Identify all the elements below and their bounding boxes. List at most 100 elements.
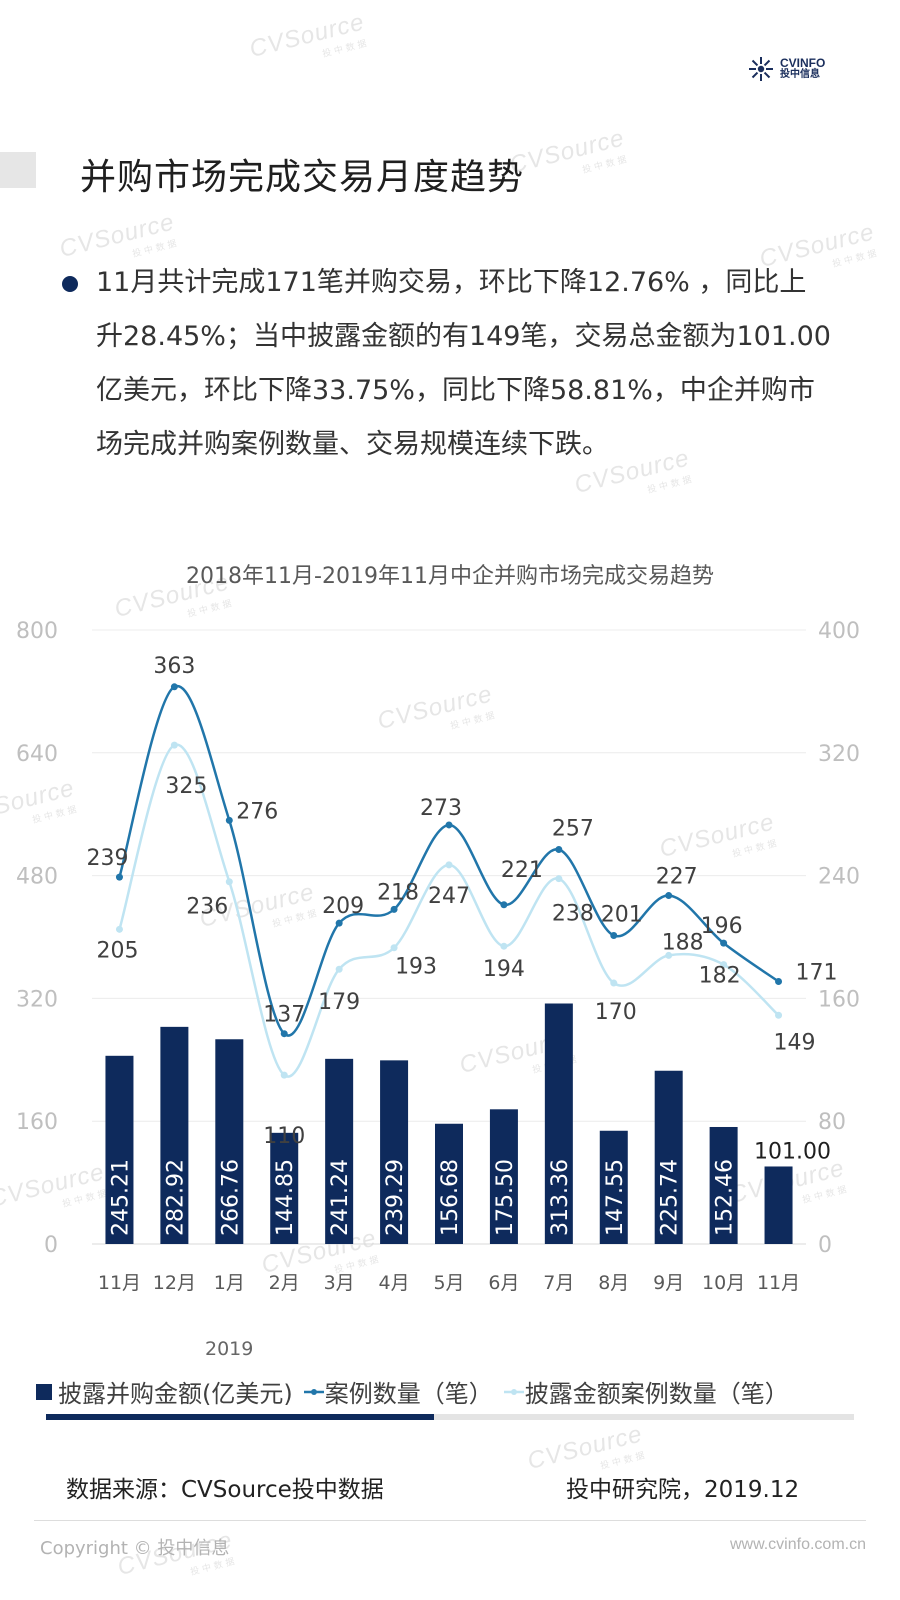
right-axis-tick-label: 400 (818, 619, 860, 644)
left-axis-tick-label: 160 (16, 1110, 58, 1135)
bar-data-label: 313.36 (548, 1159, 573, 1236)
line-point-disclosed-count (665, 951, 673, 959)
left-axis-tick-label: 640 (16, 742, 58, 767)
line-point-count (115, 873, 123, 881)
line-series-disclosed-count (118, 743, 780, 1078)
line-point-count (280, 1030, 288, 1038)
title-accent (0, 152, 36, 188)
legend: 披露并购金额(亿美元) 案例数量（笔） 披露金额案例数量（笔） (36, 1374, 799, 1409)
line-data-label-count: 273 (420, 796, 462, 821)
line-data-label-disclosed-count: 179 (318, 990, 360, 1015)
line-point-count (225, 816, 233, 824)
bar (489, 1109, 518, 1244)
bar (599, 1130, 628, 1244)
line-point-count (555, 846, 563, 854)
website-link[interactable]: www.cvinfo.com.cn (729, 1536, 866, 1553)
bar-data-label: 239.29 (383, 1159, 408, 1236)
line-data-label-count: 363 (153, 654, 195, 679)
line-data-label-count: 209 (322, 894, 364, 919)
page-title: 并购市场完成交易月度趋势 (80, 157, 525, 198)
x-axis-tick-label: 2月 (269, 1272, 300, 1294)
line-point-count (720, 939, 728, 947)
bar (380, 1060, 409, 1244)
bar (544, 1003, 573, 1244)
bar-data-label: 245.21 (108, 1159, 133, 1236)
line-data-label-disclosed-count: 194 (483, 957, 525, 982)
x-axis-tick-label: 4月 (379, 1272, 410, 1294)
bar (105, 1055, 134, 1244)
bar (764, 1166, 793, 1244)
line-point-disclosed-count (335, 965, 343, 973)
x-axis-tick-label: 8月 (598, 1272, 629, 1294)
bar (325, 1058, 354, 1244)
year-label: 2019 (205, 1338, 254, 1360)
line-point-count (500, 901, 508, 909)
line-point-disclosed-count (775, 1011, 783, 1019)
bullet-dot (62, 276, 78, 292)
bar (215, 1039, 244, 1244)
line-data-label-count: 218 (377, 880, 419, 905)
cvinfo-logo-icon (749, 57, 773, 81)
left-axis-tick-label: 320 (16, 987, 58, 1012)
data-source: 数据来源：CVSource投中数据 (66, 1477, 384, 1503)
line-data-label-count: 227 (656, 865, 698, 890)
x-axis-tick-label: 6月 (488, 1272, 519, 1294)
line-point-disclosed-count (720, 961, 728, 969)
line-point-disclosed-count (280, 1071, 288, 1079)
line-data-label-disclosed-count: 170 (595, 1000, 637, 1025)
line-point-disclosed-count (390, 944, 398, 952)
left-axis-tick-label: 480 (16, 865, 58, 890)
bar (654, 1070, 683, 1244)
x-axis-tick-label: 10月 (702, 1272, 745, 1294)
line-series-count (118, 684, 780, 1037)
logo-name: CVINFO (780, 56, 826, 70)
x-axis-tick-label: 5月 (433, 1272, 464, 1294)
line-data-label-disclosed-count: 325 (165, 774, 207, 799)
footer-divider (34, 1520, 866, 1521)
legend-label-disclosed-count: 披露金额案例数量（笔） (524, 1380, 789, 1408)
x-axis-tick-label: 3月 (324, 1272, 355, 1294)
bar-data-label: 282.92 (163, 1159, 188, 1236)
line-data-label-count: 196 (701, 914, 743, 939)
line-point-disclosed-count (610, 979, 618, 987)
bar (709, 1126, 738, 1244)
bar-data-label: 175.50 (493, 1159, 518, 1236)
line-data-label-disclosed-count: 182 (699, 964, 741, 989)
bar-data-label: 241.24 (328, 1159, 353, 1236)
legend-item-amount: 披露并购金额(亿美元) (36, 1374, 293, 1409)
bar (435, 1123, 463, 1244)
line-data-label-disclosed-count: 149 (774, 1030, 816, 1055)
bar-data-label: 144.85 (273, 1159, 298, 1236)
left-axis-tick-label: 800 (16, 619, 58, 644)
line-point-disclosed-count (445, 861, 453, 869)
legend-item-count: 案例数量（笔） (303, 1374, 493, 1409)
line-point-disclosed-count (115, 925, 123, 933)
line-data-label-disclosed-count: 193 (395, 955, 437, 980)
line-point-count (170, 683, 178, 691)
line-point-disclosed-count (555, 875, 563, 883)
progress-fill (46, 1414, 434, 1420)
bar-data-label: 152.46 (713, 1159, 738, 1236)
x-axis-tick-label: 11月 (757, 1272, 800, 1294)
legend-label-amount: 披露并购金额(亿美元) (58, 1380, 293, 1408)
bar-data-label: 156.68 (438, 1159, 463, 1236)
bar-data-label: 225.74 (658, 1159, 683, 1236)
left-axis-tick-label: 0 (44, 1233, 58, 1258)
progress-bar (46, 1414, 854, 1420)
legend-line-swatch-dark (303, 1388, 324, 1395)
line-data-label-disclosed-count: 188 (662, 930, 704, 955)
legend-bar-swatch (36, 1383, 52, 1400)
line-point-disclosed-count (170, 741, 178, 749)
legend-line-swatch-light (503, 1388, 524, 1395)
publisher-date: 投中研究院，2019.12 (566, 1477, 800, 1503)
right-axis-tick-label: 320 (818, 742, 860, 767)
legend-label-count: 案例数量（笔） (324, 1380, 493, 1408)
line-point-disclosed-count (225, 878, 233, 886)
bar (160, 1026, 189, 1244)
line-point-count (610, 931, 618, 939)
line-data-label-disclosed-count: 110 (263, 1124, 305, 1149)
x-axis-tick-label: 11月 (98, 1272, 141, 1294)
line-data-label-count: 137 (263, 1003, 305, 1028)
